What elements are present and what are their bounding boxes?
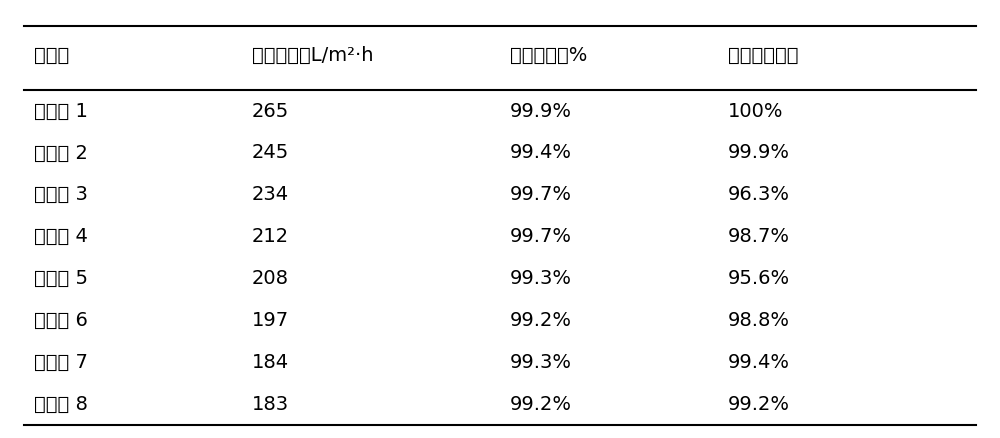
Text: 99.9%: 99.9%	[510, 102, 572, 120]
Text: 实施例 2: 实施例 2	[34, 143, 88, 162]
Text: 96.3%: 96.3%	[728, 185, 790, 205]
Text: 99.2%: 99.2%	[728, 395, 790, 414]
Text: 99.7%: 99.7%	[510, 185, 572, 205]
Text: 实施例: 实施例	[34, 46, 69, 65]
Text: 99.3%: 99.3%	[510, 269, 572, 288]
Text: 183: 183	[252, 395, 289, 414]
Text: 实施例 6: 实施例 6	[34, 311, 88, 330]
Text: 245: 245	[252, 143, 289, 162]
Text: 212: 212	[252, 227, 289, 246]
Text: 99.4%: 99.4%	[510, 143, 572, 162]
Text: 100%: 100%	[728, 102, 784, 120]
Text: 98.8%: 98.8%	[728, 311, 790, 330]
Text: 99.7%: 99.7%	[510, 227, 572, 246]
Text: 实施例 3: 实施例 3	[34, 185, 88, 205]
Text: 99.2%: 99.2%	[510, 311, 572, 330]
Text: 纯水通量，L/m²·h: 纯水通量，L/m²·h	[252, 46, 374, 65]
Text: 99.9%: 99.9%	[728, 143, 790, 162]
Text: 实施例 7: 实施例 7	[34, 353, 88, 372]
Text: 265: 265	[252, 102, 289, 120]
Text: 实施例 8: 实施例 8	[34, 395, 88, 414]
Text: 95.6%: 95.6%	[728, 269, 790, 288]
Text: 实施例 4: 实施例 4	[34, 227, 88, 246]
Text: 197: 197	[252, 311, 289, 330]
Text: 膜通量恢复率: 膜通量恢复率	[728, 46, 799, 65]
Text: 184: 184	[252, 353, 289, 372]
Text: 98.7%: 98.7%	[728, 227, 790, 246]
Text: 实施例 1: 实施例 1	[34, 102, 88, 120]
Text: 实施例 5: 实施例 5	[34, 269, 88, 288]
Text: 99.2%: 99.2%	[510, 395, 572, 414]
Text: 99.3%: 99.3%	[510, 353, 572, 372]
Text: 油截留率，%: 油截留率，%	[510, 46, 587, 65]
Text: 208: 208	[252, 269, 289, 288]
Text: 234: 234	[252, 185, 289, 205]
Text: 99.4%: 99.4%	[728, 353, 790, 372]
